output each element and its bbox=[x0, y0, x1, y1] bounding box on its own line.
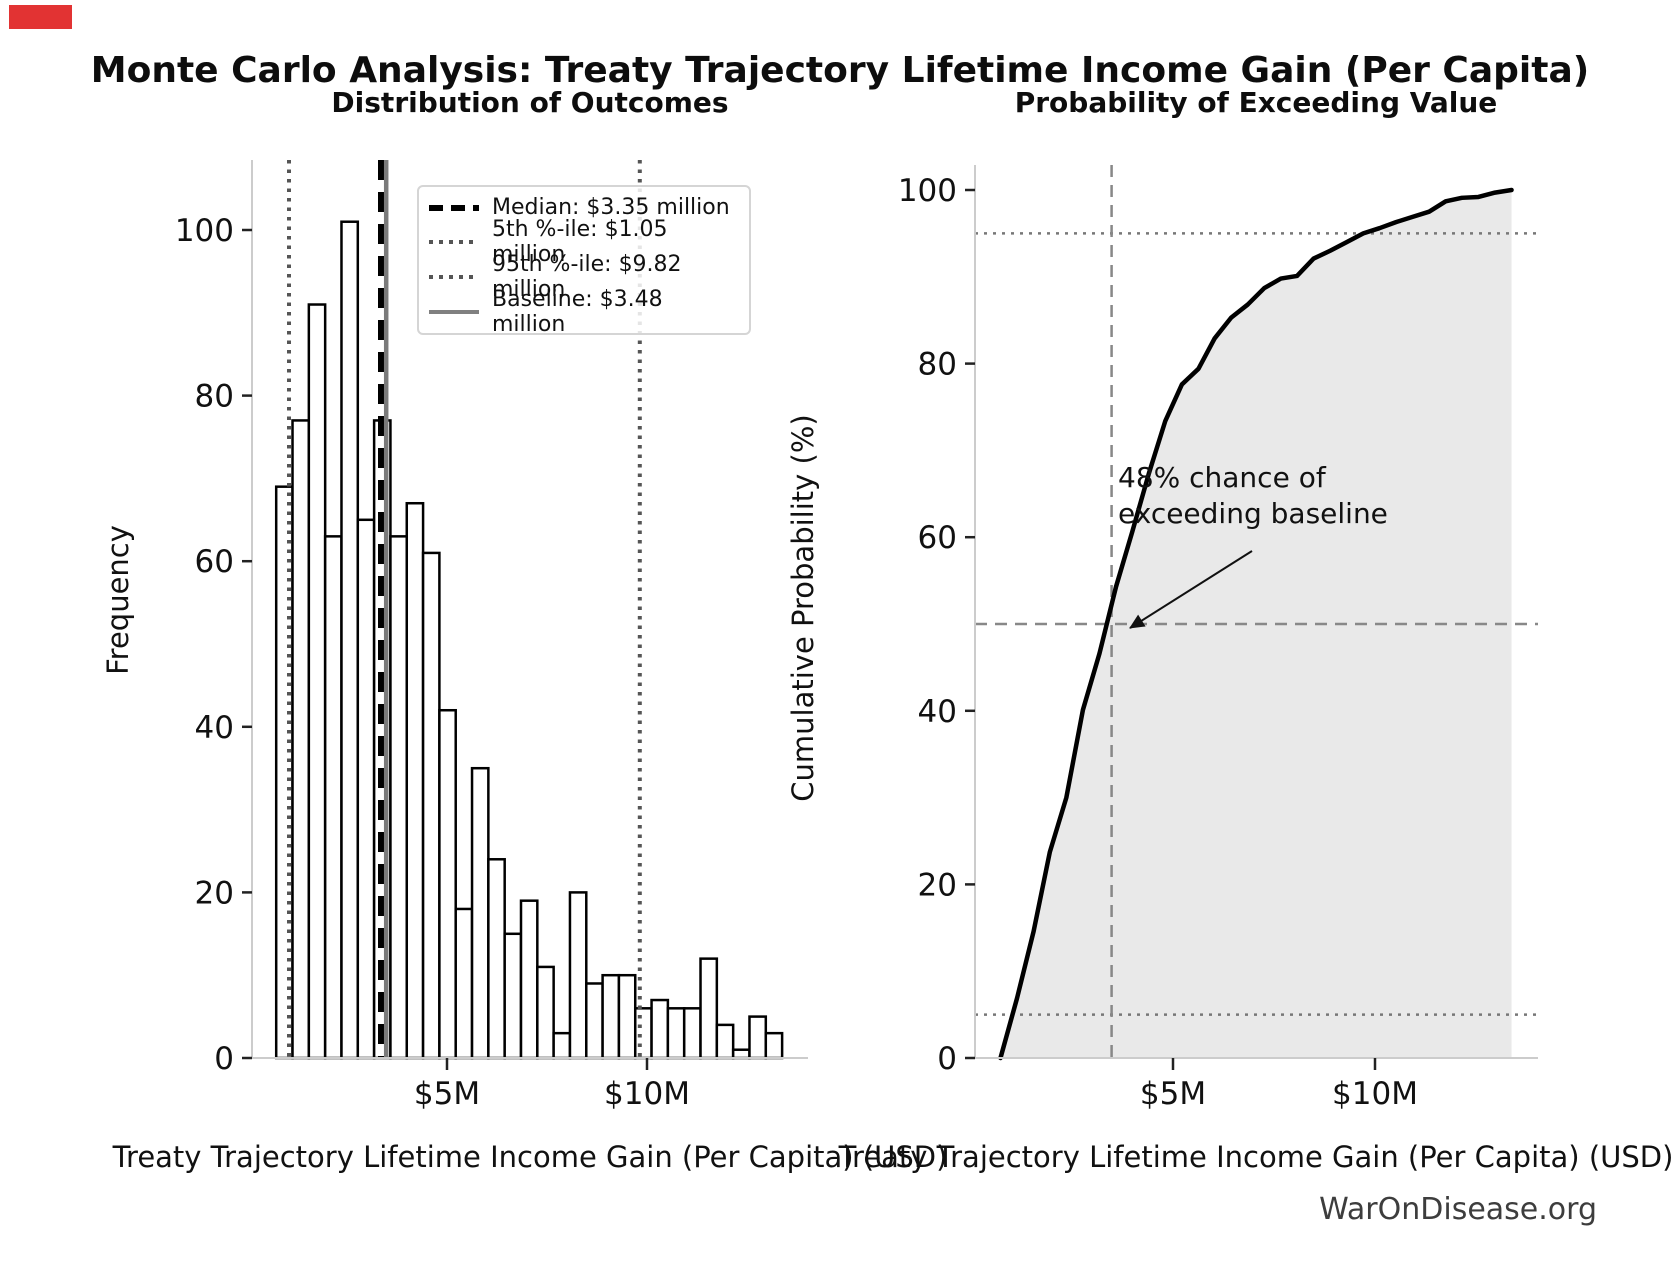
hist-bar bbox=[568, 891, 588, 1060]
y-tick-label: 100 bbox=[175, 213, 234, 249]
left-reference-lines bbox=[287, 160, 642, 1058]
y-tick-label: 0 bbox=[214, 1041, 234, 1077]
hist-bar bbox=[356, 518, 376, 1060]
annotation-arrow bbox=[1129, 550, 1253, 629]
hist-bar bbox=[323, 535, 343, 1060]
y-tick-label: 80 bbox=[195, 379, 234, 415]
histogram-bars bbox=[274, 220, 784, 1060]
hist-bar bbox=[715, 1023, 735, 1060]
hist-bar bbox=[536, 965, 555, 1060]
solid-gray-swatch bbox=[429, 309, 479, 314]
legend-item: Baseline: $3.48 million bbox=[429, 287, 739, 337]
left-x-axis-label: Treaty Trajectory Lifetime Income Gain (… bbox=[112, 1140, 948, 1174]
legend: Median: $3.35 million 5th %-ile: $1.05 mi… bbox=[417, 185, 751, 337]
hist-bar bbox=[731, 1048, 751, 1060]
hist-bar bbox=[552, 1031, 572, 1060]
x-tick-label: $10M bbox=[604, 1076, 690, 1112]
hist-bar bbox=[666, 1007, 686, 1060]
hist-bar bbox=[585, 982, 604, 1060]
y-tick-label: 0 bbox=[937, 1041, 957, 1077]
dashed-black-swatch bbox=[429, 204, 479, 211]
watermark: WarOnDisease.org bbox=[1319, 1192, 1597, 1227]
hist-bar bbox=[617, 973, 637, 1060]
hist-bar bbox=[503, 932, 523, 1060]
legend-item: Median: $3.35 million bbox=[429, 191, 739, 224]
y-tick-label: 80 bbox=[918, 347, 957, 383]
right-axes: 0 20 40 60 80 100 $5M $10M bbox=[898, 165, 1538, 1112]
dotted-gray-swatch bbox=[429, 274, 479, 279]
y-tick-label: 20 bbox=[195, 875, 234, 911]
hist-bar bbox=[438, 708, 457, 1060]
hist-bar bbox=[389, 535, 409, 1060]
hist-bar bbox=[650, 998, 670, 1060]
x-tick-label: $5M bbox=[1140, 1076, 1206, 1112]
left-axes: 0 20 40 60 80 100 $5M $10M bbox=[175, 160, 808, 1112]
hist-bar bbox=[421, 551, 441, 1060]
red-marker bbox=[9, 5, 72, 29]
figure-title: Monte Carlo Analysis: Treaty Trajectory … bbox=[90, 50, 1590, 91]
y-tick-label: 60 bbox=[918, 520, 957, 556]
dotted-gray-swatch bbox=[429, 239, 479, 244]
cdf-curve bbox=[998, 187, 1514, 1061]
right-plot-title: Probability of Exceeding Value bbox=[1014, 86, 1498, 119]
hist-bar bbox=[340, 220, 360, 1060]
y-tick-label: 40 bbox=[918, 694, 957, 730]
hist-bar bbox=[274, 485, 294, 1060]
hist-bar bbox=[405, 501, 425, 1060]
hist-bar bbox=[519, 899, 539, 1060]
y-tick-label: 100 bbox=[898, 173, 957, 209]
legend-item: 95th %-ile: $9.82 million bbox=[429, 252, 739, 302]
left-plot: 0 20 40 60 80 100 $5M $10M bbox=[175, 160, 808, 1112]
hist-bar bbox=[633, 1007, 653, 1060]
annotation-line2: exceeding baseline bbox=[1118, 497, 1388, 530]
cdf-line bbox=[998, 187, 1514, 1061]
hist-bar bbox=[682, 1007, 702, 1060]
annotation-line1: 48% chance of bbox=[1118, 461, 1327, 494]
legend-label: Median: $3.35 million bbox=[492, 195, 730, 220]
hist-bar bbox=[454, 907, 474, 1060]
x-tick-label: $10M bbox=[1332, 1076, 1418, 1112]
hist-bar bbox=[470, 766, 490, 1060]
y-tick-label: 20 bbox=[918, 867, 957, 903]
hist-bar bbox=[748, 1015, 768, 1060]
legend-label: 95th %-ile: $9.82 million bbox=[492, 251, 682, 302]
y-tick-label: 60 bbox=[195, 544, 234, 580]
hist-bar bbox=[699, 957, 719, 1060]
right-plot: 0 20 40 60 80 100 $5M $10M 48% chance of exceed… bbox=[898, 165, 1538, 1112]
y-tick-label: 40 bbox=[195, 710, 234, 746]
legend-item: 5th %-ile: $1.05 million bbox=[429, 217, 739, 267]
legend-label: Baseline: $3.48 million bbox=[492, 286, 663, 337]
x-tick-label: $5M bbox=[414, 1076, 480, 1112]
hist-bar bbox=[307, 303, 327, 1060]
hist-bar bbox=[487, 858, 506, 1060]
left-plot-title: Distribution of Outcomes bbox=[331, 86, 729, 119]
hist-bar bbox=[601, 973, 621, 1060]
legend-label: 5th %-ile: $1.05 million bbox=[492, 216, 668, 267]
hist-bar bbox=[764, 1031, 784, 1060]
hist-bar bbox=[291, 419, 311, 1060]
right-x-axis-label: Treaty Trajectory Lifetime Income Gain (… bbox=[838, 1140, 1671, 1174]
